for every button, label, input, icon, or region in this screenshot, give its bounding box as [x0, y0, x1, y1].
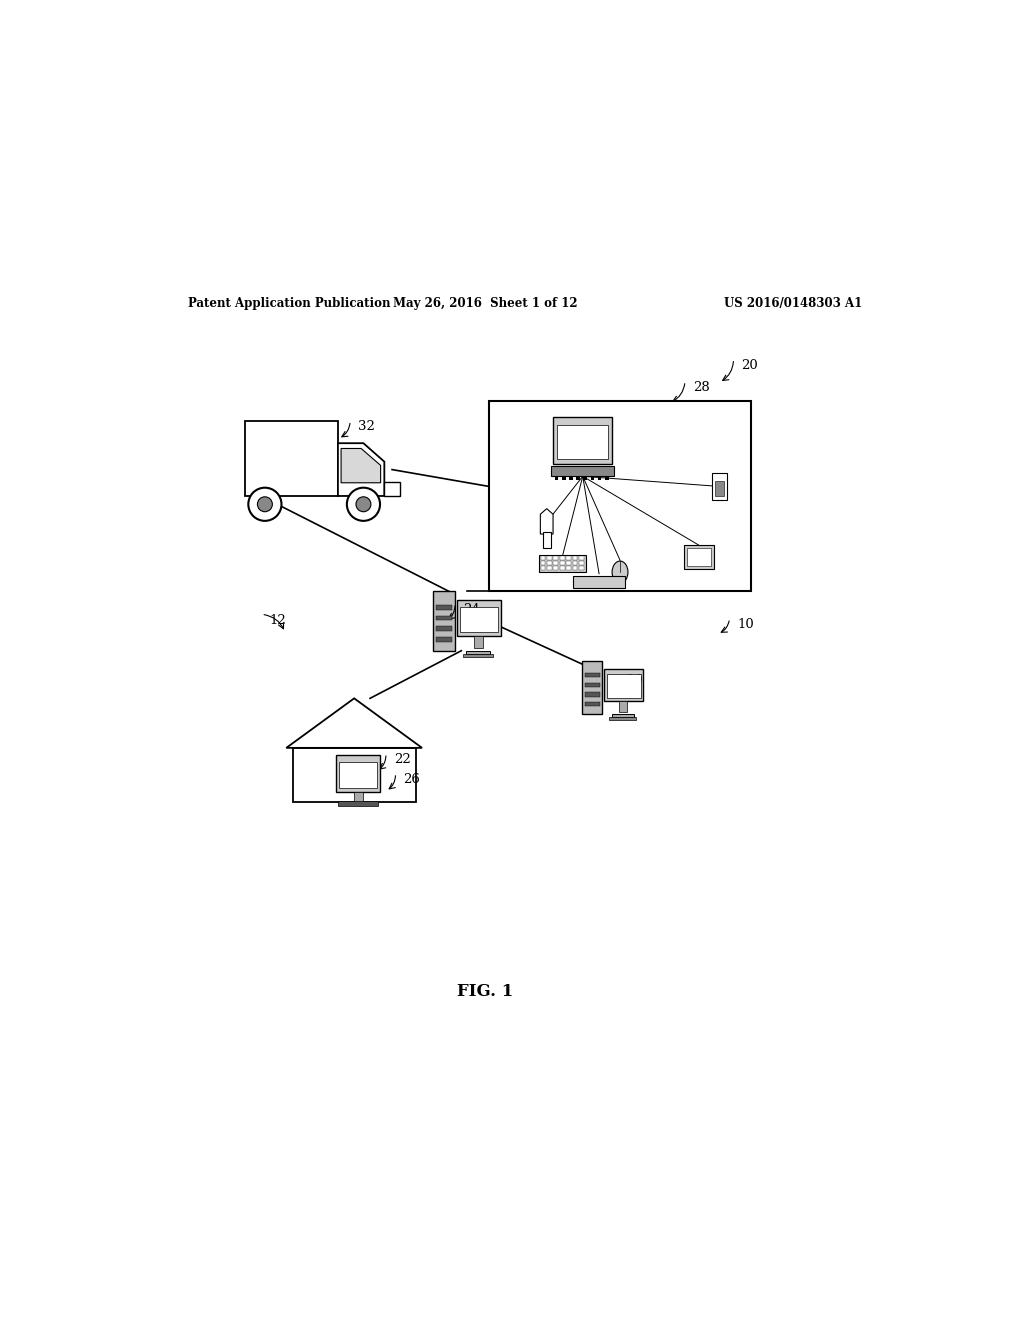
Bar — [598, 477, 601, 480]
Bar — [560, 557, 564, 560]
Bar — [555, 477, 558, 480]
Circle shape — [347, 487, 380, 521]
Bar — [584, 477, 587, 480]
Bar — [339, 762, 377, 788]
Bar — [552, 466, 614, 477]
Text: 32: 32 — [358, 421, 375, 433]
Bar — [461, 607, 498, 632]
Circle shape — [248, 487, 282, 521]
Bar — [585, 692, 600, 697]
Bar — [553, 417, 612, 465]
Bar — [463, 655, 494, 656]
Bar — [553, 561, 558, 565]
Circle shape — [257, 496, 272, 512]
Circle shape — [356, 496, 371, 512]
Text: 12: 12 — [269, 614, 286, 627]
Bar — [583, 660, 602, 714]
Bar — [684, 545, 714, 569]
Bar — [605, 477, 608, 480]
Bar — [580, 561, 584, 565]
Bar — [580, 557, 584, 560]
Bar — [458, 601, 501, 636]
Bar — [539, 554, 586, 572]
Text: 10: 10 — [737, 618, 755, 631]
Polygon shape — [338, 444, 384, 496]
Bar — [585, 702, 600, 706]
Bar — [435, 615, 453, 620]
Bar — [585, 682, 600, 686]
Bar — [580, 566, 584, 570]
Bar — [715, 480, 724, 496]
Bar — [713, 473, 727, 500]
Polygon shape — [541, 508, 553, 535]
Text: 22: 22 — [394, 752, 411, 766]
Polygon shape — [245, 421, 338, 496]
Bar — [557, 425, 608, 459]
Bar — [541, 557, 545, 560]
Bar — [591, 477, 594, 480]
Bar — [585, 673, 600, 677]
Bar — [541, 561, 545, 565]
Bar — [541, 566, 545, 570]
Bar — [604, 669, 643, 701]
Bar — [566, 557, 571, 560]
Bar — [547, 561, 552, 565]
Text: 26: 26 — [403, 772, 420, 785]
Text: Patent Application Publication: Patent Application Publication — [187, 297, 390, 310]
Bar — [435, 638, 453, 642]
Bar — [573, 576, 625, 587]
Bar — [562, 477, 565, 480]
Text: US 2016/0148303 A1: US 2016/0148303 A1 — [724, 297, 862, 310]
Bar — [687, 548, 711, 566]
Bar — [560, 566, 564, 570]
Polygon shape — [384, 482, 399, 496]
Bar — [547, 557, 552, 560]
Bar — [577, 477, 580, 480]
Bar — [435, 626, 453, 631]
Bar — [338, 801, 378, 807]
Bar — [466, 651, 490, 655]
Bar — [572, 561, 578, 565]
Bar — [560, 561, 564, 565]
Bar — [293, 748, 416, 801]
Bar — [489, 401, 751, 591]
Bar — [435, 605, 453, 610]
Bar — [612, 714, 634, 718]
Bar — [572, 566, 578, 570]
Text: 20: 20 — [741, 359, 758, 371]
Bar — [353, 792, 362, 805]
Text: 30: 30 — [627, 673, 643, 686]
Bar — [620, 701, 627, 711]
Bar — [553, 557, 558, 560]
Bar — [474, 636, 482, 648]
Bar — [433, 591, 455, 651]
Polygon shape — [287, 698, 422, 748]
Bar — [609, 718, 636, 719]
Text: 28: 28 — [693, 380, 710, 393]
Bar — [547, 566, 552, 570]
Bar — [572, 557, 578, 560]
Bar — [543, 532, 551, 548]
Bar — [566, 566, 571, 570]
Bar — [607, 675, 641, 697]
Text: 24: 24 — [463, 603, 479, 616]
Bar — [336, 755, 380, 792]
Bar — [569, 477, 572, 480]
Bar — [553, 566, 558, 570]
Text: FIG. 1: FIG. 1 — [458, 983, 514, 1001]
Ellipse shape — [612, 561, 628, 583]
Bar — [566, 561, 571, 565]
Polygon shape — [341, 449, 381, 483]
Text: May 26, 2016  Sheet 1 of 12: May 26, 2016 Sheet 1 of 12 — [393, 297, 578, 310]
